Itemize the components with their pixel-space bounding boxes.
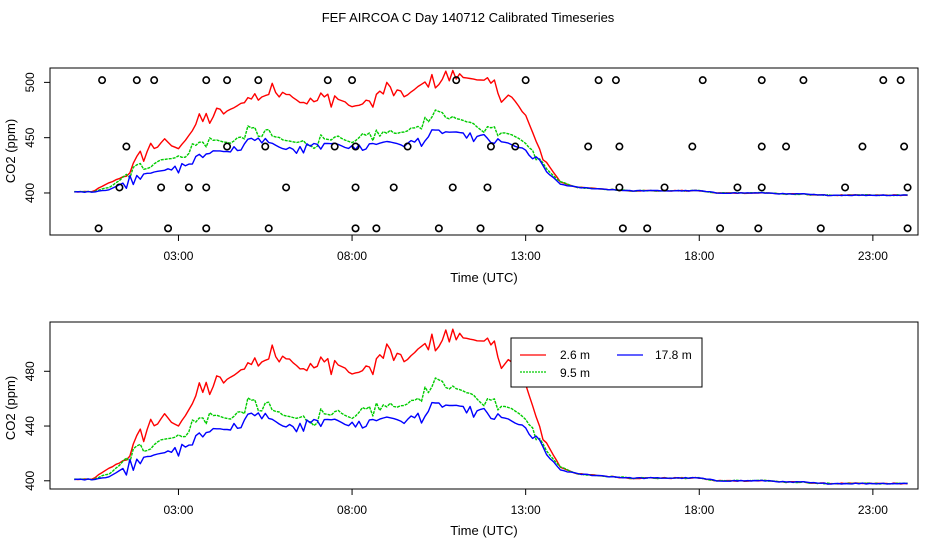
x-tick-label: 08:00 xyxy=(337,503,367,517)
calibration-point xyxy=(122,142,131,151)
y-axis-label-bottom: CO2 (ppm) xyxy=(3,376,18,440)
x-axis-label-top: Time (UTC) xyxy=(450,270,517,285)
y-axis-label-top: CO2 (ppm) xyxy=(3,119,18,183)
y-tick-label: 400 xyxy=(23,183,37,203)
calibration-point xyxy=(584,142,593,151)
x-tick-label: 23:00 xyxy=(858,503,888,517)
calibration-point xyxy=(132,76,141,85)
calibration-point xyxy=(403,142,412,151)
calibration-point xyxy=(486,142,495,151)
calibration-point xyxy=(799,76,808,85)
calibration-point xyxy=(535,224,544,233)
calibration-point xyxy=(483,183,492,192)
legend: 2.6 m 9.5 m 17.8 m xyxy=(510,337,703,388)
calibration-point xyxy=(348,76,357,85)
calibration-point xyxy=(879,76,888,85)
calibration-point xyxy=(202,76,211,85)
y-tick-label: 480 xyxy=(23,361,37,381)
calibration-point xyxy=(903,224,912,233)
calibration-point xyxy=(330,142,339,151)
x-tick-label: 03:00 xyxy=(163,249,193,263)
calibration-point xyxy=(223,142,232,151)
calibration-point xyxy=(858,142,867,151)
x-tick-label: 23:00 xyxy=(858,249,888,263)
calibration-point xyxy=(716,224,725,233)
series-line-9-5-m xyxy=(74,109,908,197)
calibration-point xyxy=(688,142,697,151)
series-line-2-6-m xyxy=(74,328,908,485)
x-tick-label: 08:00 xyxy=(337,249,367,263)
x-tick-label: 13:00 xyxy=(511,503,541,517)
calibration-point xyxy=(511,142,520,151)
calibration-point xyxy=(733,183,742,192)
calibration-point xyxy=(264,224,273,233)
y-tick-label: 450 xyxy=(23,127,37,147)
legend-label-2-6m: 2.6 m xyxy=(560,348,590,362)
plot-frame-bottom xyxy=(49,321,919,490)
calibration-point xyxy=(618,224,627,233)
calibration-point xyxy=(261,142,270,151)
y-tick-label: 500 xyxy=(23,72,37,92)
panel-top: 03:00 08:00 13:00 18:00 23:00 400 450 500 Time … xyxy=(3,67,919,285)
x-tick-label: 13:00 xyxy=(511,249,541,263)
plot-frame-top xyxy=(49,67,919,236)
x-tick-label: 18:00 xyxy=(684,503,714,517)
calibration-point xyxy=(115,183,124,192)
calibration-point xyxy=(351,142,360,151)
calibration-point xyxy=(351,183,360,192)
calibration-point xyxy=(757,76,766,85)
calibration-point xyxy=(223,76,232,85)
calibration-point xyxy=(643,224,652,233)
calibration-point xyxy=(698,76,707,85)
legend-label-17-8m: 17.8 m xyxy=(655,348,692,362)
x-tick-label: 03:00 xyxy=(163,503,193,517)
calibration-point xyxy=(611,76,620,85)
calibration-point xyxy=(184,183,193,192)
series-line-2-6-m xyxy=(74,69,908,197)
calibration-point xyxy=(448,183,457,192)
x-axis-label-bottom: Time (UTC) xyxy=(450,523,517,538)
calibration-point xyxy=(900,142,909,151)
legend-label-9-5m: 9.5 m xyxy=(560,366,590,380)
calibration-point xyxy=(351,224,360,233)
series-line-9-5-m xyxy=(74,377,908,485)
legend-box xyxy=(510,337,703,388)
calibration-point xyxy=(434,224,443,233)
calibration-point xyxy=(323,76,332,85)
calibration-point xyxy=(521,76,530,85)
calibration-point xyxy=(94,224,103,233)
calibration-point xyxy=(164,224,173,233)
calibration-point xyxy=(754,224,763,233)
calibration-point xyxy=(782,142,791,151)
calibration-point xyxy=(98,76,107,85)
panel-bottom: 03:00 08:00 13:00 18:00 23:00 400 440 480 Time … xyxy=(3,321,919,538)
calibration-point xyxy=(896,76,905,85)
x-tick-label: 18:00 xyxy=(684,249,714,263)
calibration-point xyxy=(841,183,850,192)
calibration-point xyxy=(660,183,669,192)
calibration-point xyxy=(202,183,211,192)
calibration-point xyxy=(757,183,766,192)
calibration-point xyxy=(757,142,766,151)
y-tick-label: 400 xyxy=(23,470,37,490)
chart-title: FEF AIRCOA C Day 140712 Calibrated Times… xyxy=(322,10,615,25)
y-tick-label: 440 xyxy=(23,416,37,436)
calibration-point xyxy=(254,76,263,85)
series-line-17-8-m xyxy=(74,401,908,485)
calibration-point xyxy=(157,183,166,192)
calibration-point xyxy=(903,183,912,192)
calibration-point xyxy=(476,224,485,233)
calibration-point xyxy=(202,224,211,233)
calibration-point xyxy=(389,183,398,192)
calibration-point xyxy=(282,183,291,192)
calibration-point xyxy=(615,142,624,151)
calibration-point xyxy=(372,224,381,233)
calibration-point xyxy=(150,76,159,85)
calibration-point xyxy=(816,224,825,233)
calibration-point xyxy=(615,183,624,192)
calibration-point xyxy=(594,76,603,85)
calibration-point xyxy=(452,76,461,85)
